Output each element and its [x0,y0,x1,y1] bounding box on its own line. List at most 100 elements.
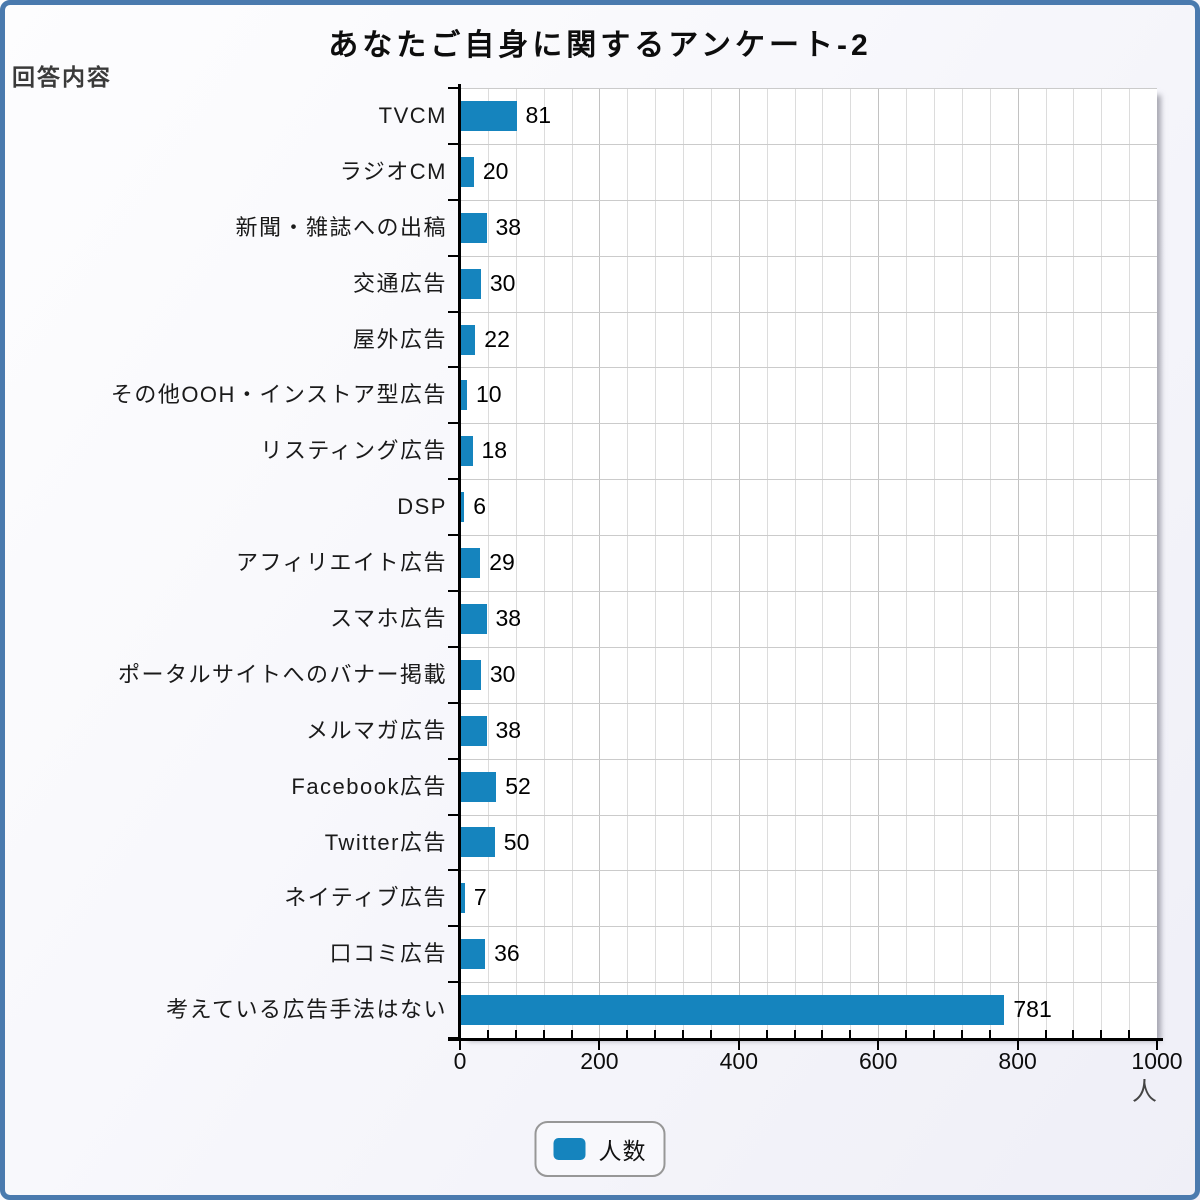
row-boundary-gridline [460,646,1157,648]
bar-value-label: 81 [525,102,552,128]
y-axis-tick [448,925,458,928]
y-axis-tick [448,589,458,592]
x-axis-minor-tick [626,1030,629,1038]
gridline-major [1017,88,1019,1038]
x-axis-major-tick [459,1041,461,1050]
corner-label: 回答内容 [12,64,112,90]
category-label: 口コミ広告 [329,941,447,967]
x-axis-minor-tick [765,1030,768,1038]
bar-value-label: 20 [482,157,509,184]
y-axis-tick [448,645,458,648]
bar-value-label: 30 [489,660,516,687]
gridline-major [738,88,740,1038]
x-axis-minor-tick [960,1030,963,1038]
gridline-minor [822,88,824,1038]
y-axis-tick [448,422,458,425]
y-axis-tick [448,757,458,760]
row-boundary-gridline [460,367,1157,369]
category-label: 考えている広告手法はない [166,997,447,1023]
category-label: 交通広告 [352,270,447,296]
x-axis-minor-tick [933,1030,935,1038]
gridline-minor [487,88,489,1038]
gridline-minor [627,88,629,1038]
bar [460,603,487,634]
x-axis-major-tick [877,1041,880,1050]
y-axis-tick [448,1037,458,1039]
gridline-minor [710,88,712,1038]
x-axis-major-tick [1156,1041,1158,1050]
y-axis-tick [448,142,458,145]
page-title: あなたご自身に関するアンケート-2 [328,29,872,62]
y-axis-tick [448,478,458,481]
category-label: Facebook広告 [291,773,447,799]
gridline-minor [766,88,768,1038]
y-axis-tick [448,366,458,369]
gridline-minor [934,88,935,1038]
bar-value-label: 38 [495,213,522,240]
bar-value-label: 10 [476,381,502,408]
category-label: ネイティブ広告 [284,885,447,911]
bar [460,771,497,802]
y-axis-tick [448,701,458,704]
row-boundary-gridline [460,758,1157,760]
row-boundary-gridline [460,143,1157,145]
bar [460,883,465,914]
x-tick-label: 400 [719,1048,758,1074]
bar-value-label: 781 [1013,996,1052,1023]
bar [460,100,517,131]
row-boundary-gridline [460,199,1157,201]
plot-area: 81 20 38 30 22 10 18 6 29 38 30 38 52 50 7 36 781 [460,88,1157,1038]
x-axis-minor-tick [793,1030,796,1038]
row-boundary-gridline [460,926,1157,928]
row-boundary-gridline [460,88,1157,89]
category-label: ポータルサイトへのバナー掲載 [117,661,447,687]
gridline-minor [1129,88,1131,1038]
bar-value-label: 6 [473,493,486,520]
gridline-minor [794,88,796,1038]
x-axis-line [448,1038,1163,1041]
x-axis-minor-tick [514,1030,517,1038]
row-boundary-gridline [460,870,1157,872]
bar-value-label: 22 [484,325,510,352]
y-axis-tick [448,534,458,537]
bar [460,715,487,746]
y-axis-tick [448,87,458,89]
row-boundary-gridline [460,535,1157,537]
x-axis-major-tick [1016,1041,1019,1050]
x-axis-minor-tick [988,1030,991,1038]
category-label: Twitter広告 [324,829,447,855]
x-axis-minor-tick [1044,1030,1047,1038]
gridline-minor [683,88,684,1038]
row-boundary-gridline [460,702,1157,704]
y-axis-tick [448,254,458,257]
gridline-minor [515,88,517,1038]
bar-value-label: 38 [495,604,522,631]
bar [460,492,465,523]
row-boundary-gridline [460,311,1157,313]
x-axis-major-tick [737,1041,740,1050]
gridline-minor [655,88,657,1038]
x-tick-label: 1000 [1131,1048,1183,1074]
x-tick-label: 200 [580,1048,619,1074]
bar-value-label: 7 [473,884,487,911]
row-boundary-gridline [460,255,1157,257]
category-label: メルマガ広告 [305,717,447,743]
y-axis-tick [448,310,458,313]
y-axis-spine [458,84,461,1038]
gridline-major [878,88,880,1038]
x-axis-unit-label: 人 [1131,1078,1157,1106]
bar [460,939,486,970]
row-boundary-gridline [460,590,1157,592]
x-axis-minor-tick [570,1030,573,1038]
bar-value-label: 18 [481,437,508,464]
bar [460,380,467,411]
category-label: その他OOH・インストア型広告 [110,382,447,408]
y-axis-tick [448,813,458,816]
gridline-minor [961,88,963,1038]
bar [460,268,481,299]
category-label: アフィリエイト広告 [235,550,447,576]
row-boundary-gridline [460,982,1157,984]
x-axis-minor-tick [849,1030,852,1038]
legend-swatch-icon [553,1138,586,1160]
